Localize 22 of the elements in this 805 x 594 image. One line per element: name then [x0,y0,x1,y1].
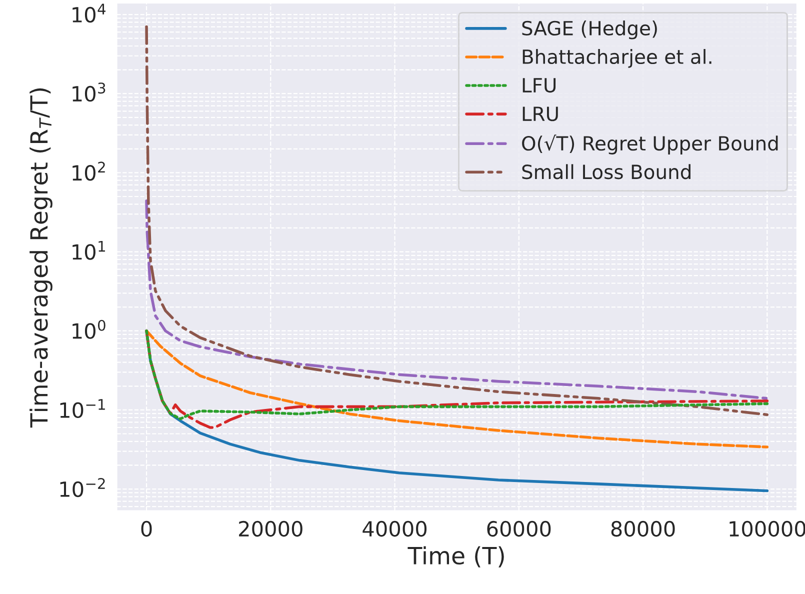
x-tick-label: 40000 [362,520,427,537]
y-tick-label: 10$^{2}$ [72,162,105,181]
legend-label: LRU [522,106,558,122]
line-series [145,200,769,400]
y-tick-label: 10$^{0}$ [72,320,106,339]
legend-label: Bhattacharjee et al. [522,49,712,68]
legend-label: LFU [522,78,556,93]
y-tick-label: 10$^{−2}$ [60,478,105,498]
x-tick-label: 20000 [239,520,302,537]
y-tick-label: 10$^{3}$ [72,82,106,102]
y-tick-label: 10$^{4}$ [72,4,106,23]
y-axis-title: Time-averaged Regret (R$_{T}$/T) [30,88,52,428]
x-tick-label: 0 [141,520,152,537]
legend-label: SAGE (Hedge) [522,20,657,40]
legend-label: Small Loss Bound [522,164,690,180]
y-tick-label: 10$^{−1}$ [60,399,105,418]
y-tick-label: 10$^{1}$ [72,240,105,260]
x-tick-label: 60000 [487,520,551,537]
x-axis-title: Time (T) [408,546,504,568]
legend-label: O(√T) Regret Upper Bound [522,134,778,154]
line-series [145,329,769,448]
x-tick-label: 80000 [611,520,675,537]
